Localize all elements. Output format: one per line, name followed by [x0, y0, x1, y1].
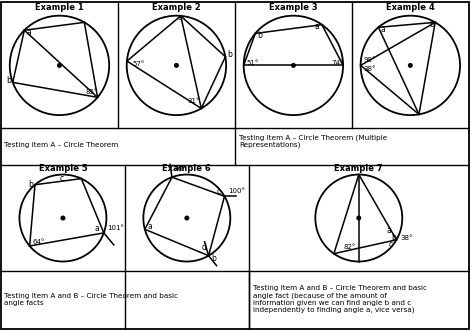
Circle shape — [409, 64, 412, 67]
Text: a: a — [148, 222, 153, 231]
Text: d: d — [201, 243, 207, 252]
Text: a: a — [387, 226, 392, 235]
Text: a: a — [26, 28, 31, 37]
Text: b: b — [392, 233, 396, 242]
Text: a: a — [380, 25, 385, 34]
Text: a: a — [314, 22, 319, 31]
Text: b: b — [429, 20, 434, 29]
Circle shape — [357, 216, 361, 220]
Text: Example 2: Example 2 — [152, 3, 201, 12]
Text: Testing Item A and B – Circle Theorem and basic
angle facts: Testing Item A and B – Circle Theorem an… — [4, 293, 178, 306]
Text: Example 4: Example 4 — [386, 3, 435, 12]
Text: Testing Item A – Circle Theorem: Testing Item A – Circle Theorem — [4, 142, 118, 148]
Text: b: b — [28, 180, 33, 189]
Circle shape — [58, 64, 61, 67]
Text: b: b — [257, 31, 262, 40]
Text: 74°: 74° — [331, 61, 344, 67]
Text: 31°: 31° — [187, 98, 200, 104]
Text: 101°: 101° — [107, 225, 124, 231]
Text: 57°: 57° — [133, 61, 145, 67]
Text: 38°: 38° — [364, 66, 376, 72]
Circle shape — [292, 64, 295, 67]
Text: b: b — [211, 254, 217, 263]
Text: 51°: 51° — [246, 61, 259, 67]
Text: 100°: 100° — [228, 188, 246, 194]
Text: Testing Item A and B – Circle Theorem and basic
angle fact (because of the amoun: Testing Item A and B – Circle Theorem an… — [253, 285, 427, 313]
Circle shape — [61, 216, 65, 220]
Text: Example 3: Example 3 — [269, 3, 318, 12]
Text: 85°: 85° — [86, 89, 98, 95]
Text: a: a — [95, 224, 100, 233]
Text: 64°: 64° — [33, 239, 45, 245]
Text: 99°: 99° — [175, 166, 187, 172]
Text: 82°: 82° — [344, 244, 356, 250]
Text: 99°: 99° — [364, 58, 376, 64]
Text: 38°: 38° — [401, 235, 413, 241]
Text: c: c — [217, 187, 221, 196]
Text: b: b — [6, 76, 11, 85]
Text: Example 7: Example 7 — [335, 165, 383, 173]
Text: c: c — [389, 240, 392, 249]
Text: Example 6: Example 6 — [163, 165, 211, 173]
Text: Example 1: Example 1 — [35, 3, 84, 12]
Text: Testing Item A – Circle Theorem (Multiple
Representations): Testing Item A – Circle Theorem (Multipl… — [239, 134, 387, 148]
Text: Example 5: Example 5 — [38, 165, 87, 173]
Text: a: a — [177, 13, 182, 23]
Text: b: b — [228, 50, 232, 59]
Circle shape — [174, 64, 178, 67]
Circle shape — [185, 216, 189, 220]
Text: c: c — [59, 174, 63, 183]
